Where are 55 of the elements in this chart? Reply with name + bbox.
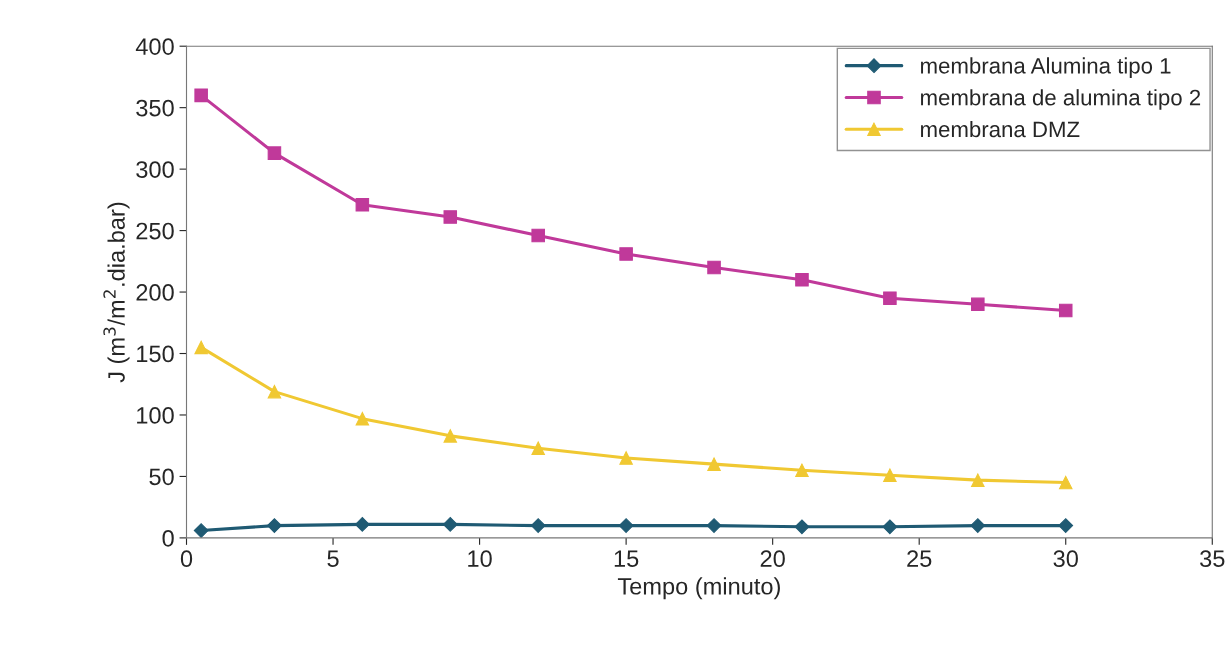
point bbox=[795, 272, 809, 287]
point bbox=[267, 384, 282, 399]
point bbox=[618, 518, 634, 533]
point bbox=[1058, 518, 1074, 533]
point bbox=[970, 518, 986, 533]
point bbox=[443, 210, 458, 224]
y-tick-label: 200 bbox=[136, 284, 174, 301]
point bbox=[193, 523, 209, 538]
y-tick-label: 250 bbox=[136, 222, 174, 240]
point bbox=[1058, 475, 1073, 490]
point bbox=[706, 518, 722, 533]
x-tick-label: 35 bbox=[1200, 550, 1225, 568]
point bbox=[443, 429, 458, 443]
point bbox=[194, 88, 208, 103]
x-tick-label: 5 bbox=[327, 550, 339, 568]
y-tick-label: 350 bbox=[136, 99, 174, 117]
point bbox=[883, 468, 897, 482]
point bbox=[971, 297, 985, 312]
y-axis-title: J (m$^{3}$/m$^{2}$.dia.bar) bbox=[103, 202, 130, 383]
y-tick-label: 300 bbox=[136, 161, 174, 178]
point bbox=[794, 519, 810, 535]
point bbox=[267, 518, 282, 533]
point bbox=[354, 516, 370, 532]
x-tick-label: 20 bbox=[760, 550, 785, 568]
point bbox=[194, 340, 208, 355]
point bbox=[267, 146, 282, 160]
point bbox=[795, 463, 809, 478]
x-axis-title: Tempo (minuto) bbox=[617, 577, 780, 600]
point bbox=[619, 451, 633, 465]
y-tick-label: 100 bbox=[137, 407, 174, 424]
point bbox=[531, 441, 545, 455]
y-tick-label: 150 bbox=[137, 345, 174, 363]
legend-label: membrana Alumina tipo 1 bbox=[921, 57, 1171, 79]
legend-label: membrana de alumina tipo 2 bbox=[921, 89, 1201, 110]
x-tick-label: 25 bbox=[907, 550, 932, 568]
point bbox=[1058, 303, 1073, 318]
x-tick-label: 30 bbox=[1053, 550, 1078, 568]
point bbox=[707, 457, 721, 471]
point bbox=[355, 198, 370, 212]
point bbox=[707, 260, 721, 275]
x-tick-label: 0 bbox=[180, 550, 193, 568]
point bbox=[530, 518, 546, 533]
point bbox=[619, 247, 633, 261]
y-tick-label: 50 bbox=[149, 468, 174, 486]
legend-label: membrana DMZ bbox=[921, 120, 1080, 138]
y-tick-label: 0 bbox=[162, 529, 174, 547]
point bbox=[971, 473, 985, 487]
point bbox=[882, 519, 898, 535]
x-tick-label: 15 bbox=[614, 550, 639, 568]
point bbox=[355, 411, 370, 426]
point bbox=[883, 291, 897, 305]
point bbox=[442, 516, 458, 532]
y-tick-label: 400 bbox=[135, 38, 174, 55]
x-tick-label: 10 bbox=[468, 550, 492, 568]
point bbox=[531, 228, 545, 243]
